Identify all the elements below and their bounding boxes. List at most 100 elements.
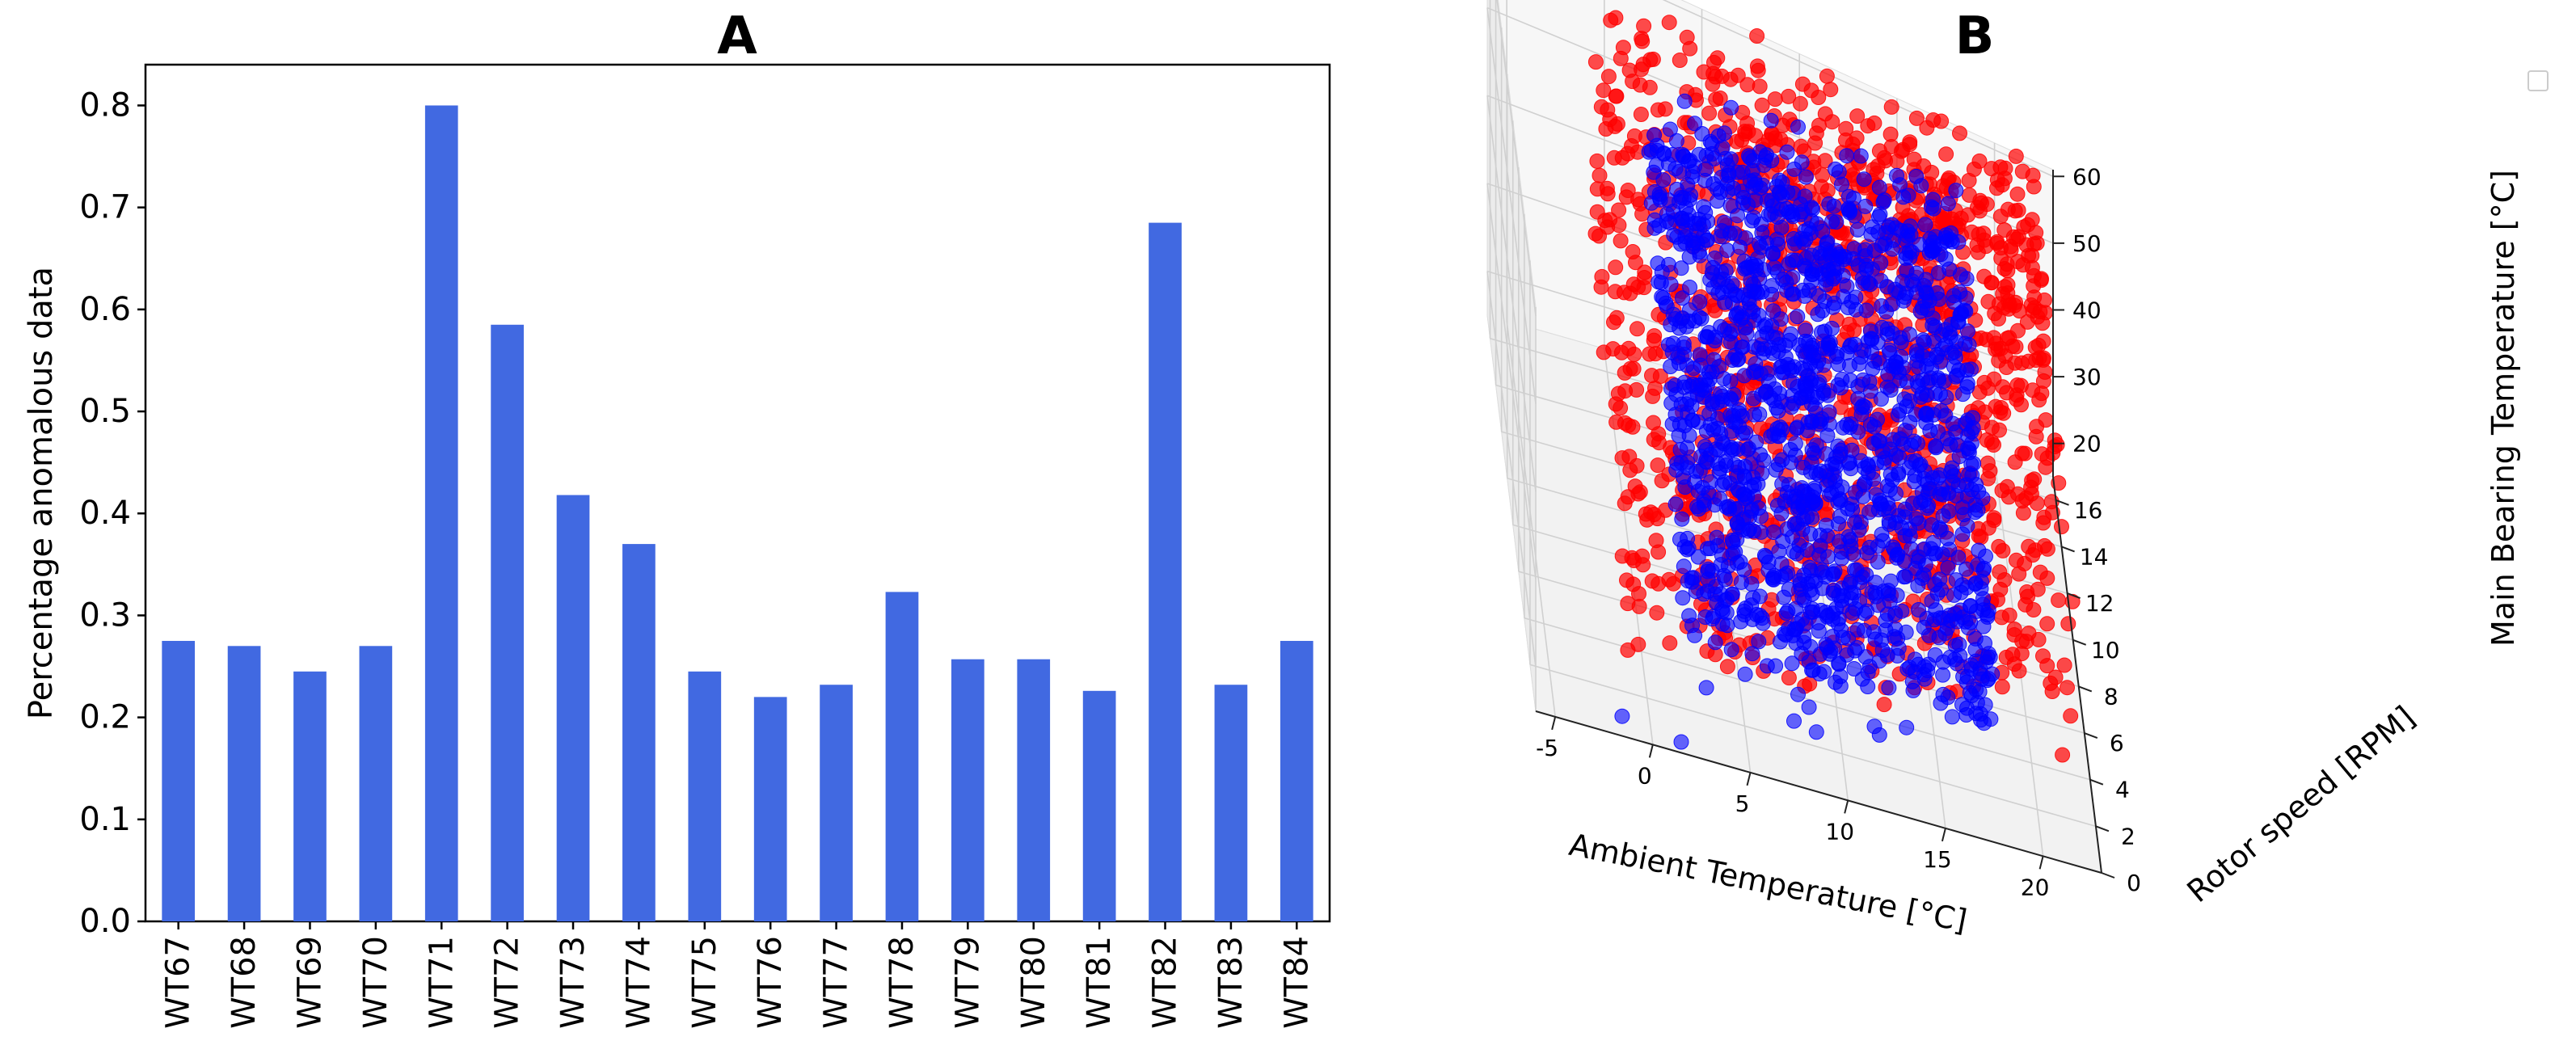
red-point	[1631, 598, 1647, 614]
blue-point	[1803, 573, 1819, 589]
red-point	[1989, 180, 2005, 196]
blue-point	[1668, 133, 1684, 149]
blue-point	[1815, 564, 1831, 580]
blue-point	[1781, 204, 1797, 220]
bars-group	[162, 105, 1313, 922]
grid-line-y-floor	[1529, 664, 2097, 828]
blue-point	[1954, 577, 1971, 593]
bar-wt75	[688, 671, 722, 921]
x-tick-mark	[2038, 856, 2044, 870]
blue-point	[1674, 511, 1690, 527]
blue-point	[1819, 236, 1835, 251]
blue-point	[1948, 183, 1964, 199]
blue-point	[1673, 734, 1689, 750]
red-point	[1994, 609, 2009, 626]
blue-point	[1959, 669, 1975, 685]
blue-point	[1753, 239, 1769, 255]
blue-point	[1946, 606, 1963, 622]
red-point	[1961, 187, 1977, 203]
blue-point	[1717, 214, 1732, 230]
blue-point	[1754, 386, 1770, 402]
blue-point	[1687, 627, 1703, 643]
blue-point	[1743, 503, 1760, 519]
blue-point	[1774, 175, 1790, 191]
blue-point	[1927, 647, 1943, 663]
red-point	[2025, 303, 2041, 319]
blue-point	[1707, 333, 1723, 349]
blue-point	[1957, 335, 1973, 352]
blue-point	[1824, 457, 1840, 472]
blue-point	[1730, 208, 1746, 224]
blue-point	[1722, 501, 1738, 517]
blue-point	[1857, 474, 1873, 491]
blue-point	[1771, 428, 1787, 445]
blue-point	[1924, 593, 1940, 609]
y-tick-mark	[2095, 825, 2110, 832]
blue-point	[1770, 343, 1786, 359]
y-tick-mark	[2078, 685, 2093, 693]
blue-point	[1850, 257, 1866, 273]
red-point	[2039, 541, 2055, 557]
red-point	[1593, 279, 1609, 295]
red-point	[1633, 107, 1649, 122]
red-point	[1626, 346, 1642, 362]
blue-point	[1899, 398, 1915, 415]
y-tick-mark	[2072, 638, 2087, 646]
red-point	[1630, 636, 1646, 652]
red-point	[1996, 405, 2012, 421]
bar-wt67	[162, 640, 196, 921]
red-point	[1600, 69, 1617, 85]
blue-point	[1882, 345, 1898, 361]
blue-point	[1756, 452, 1772, 468]
blue-point	[1697, 382, 1713, 398]
red-point	[1613, 50, 1629, 66]
blue-point	[1707, 634, 1723, 651]
red-point	[1992, 422, 2007, 438]
blue-point	[1842, 419, 1858, 436]
blue-point	[1889, 167, 1904, 183]
blue-point	[1839, 148, 1855, 164]
x-tick-label: WT75	[686, 936, 723, 1029]
blue-point	[1774, 476, 1790, 492]
x-tick-label: WT73	[554, 936, 592, 1029]
blue-point	[1924, 199, 1939, 215]
red-point	[1608, 259, 1624, 276]
x-tick-label: -5	[1536, 735, 1558, 761]
blue-point	[1653, 275, 1669, 291]
red-point	[1706, 54, 1722, 70]
blue-point	[1696, 199, 1711, 215]
blue-point	[1702, 474, 1718, 490]
blue-point	[1802, 526, 1819, 542]
red-point	[1608, 88, 1624, 104]
blue-point	[1959, 518, 1975, 533]
blue-point	[1887, 621, 1904, 637]
blue-point	[1899, 719, 1915, 735]
blue-point	[1834, 176, 1849, 192]
red-point	[1876, 697, 1892, 713]
blue-point	[1786, 161, 1802, 177]
y-axis-ticks: 0.0 0.1 0.2 0.3 0.4 0.5 0.6 0.7 0.8	[79, 86, 145, 940]
blue-point	[1864, 261, 1880, 277]
blue-point	[1737, 319, 1753, 335]
y-tick-label: 0.7	[79, 189, 131, 226]
blue-point	[1822, 335, 1838, 351]
blue-point	[1758, 549, 1773, 565]
blue-point	[1754, 225, 1770, 241]
y-tick-label: 0.1	[79, 801, 131, 838]
red-point	[1649, 605, 1665, 621]
z-axis-label: Main Bearing Temperature [°C]	[2485, 170, 2521, 647]
y-tick-mark	[2084, 732, 2098, 739]
blue-point	[1730, 481, 1746, 497]
red-point	[1622, 285, 1638, 301]
blue-point	[1889, 647, 1905, 664]
z-tick-label: 20	[2072, 431, 2102, 457]
blue-point	[1853, 399, 1870, 415]
blue-point	[1765, 246, 1781, 262]
blue-point	[1816, 664, 1832, 680]
blue-point	[1691, 501, 1707, 517]
blue-point	[1744, 611, 1760, 627]
blue-point	[1731, 405, 1748, 421]
red-point	[2030, 631, 2047, 647]
blue-point	[1895, 189, 1912, 205]
